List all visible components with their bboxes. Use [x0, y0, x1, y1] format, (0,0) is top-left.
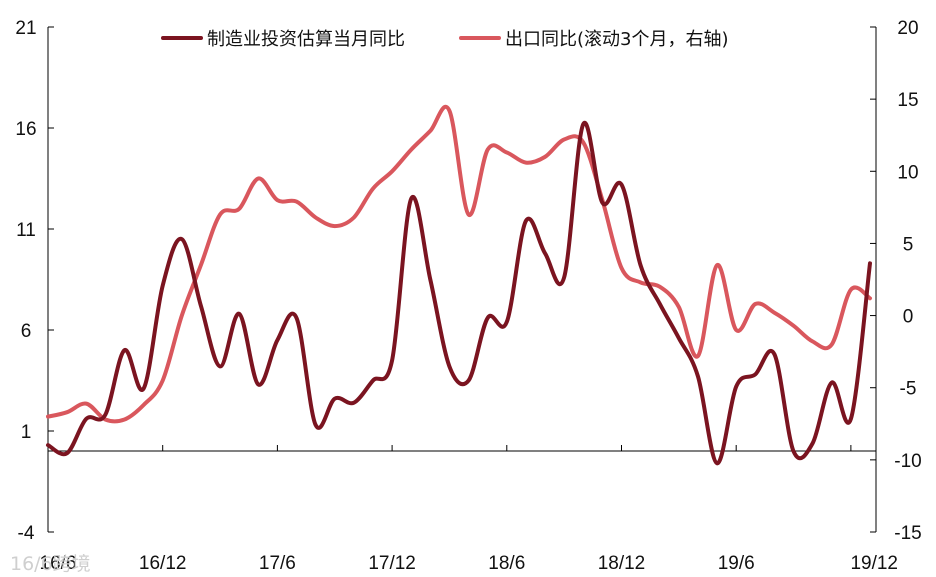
watermark-text: 16/6跨境 [10, 553, 91, 575]
legend-label-1: 制造业投资估算当月同比 [207, 29, 405, 50]
x-tick-label: 16/12 [139, 553, 187, 574]
x-tick-label: 17/12 [368, 553, 416, 574]
left-tick-label: 16 [15, 119, 36, 140]
x-tick-label: 19/6 [718, 553, 755, 574]
legend-label-2: 出口同比(滚动3个月，右轴) [505, 29, 729, 50]
x-tick-label: 18/6 [488, 553, 525, 574]
right-tick-label: -15 [894, 523, 921, 544]
watermark: 16/6跨境 [10, 553, 91, 575]
x-tick-label: 19/12 [850, 553, 898, 574]
right-tick-label: -5 [900, 379, 917, 400]
right-tick-label: 0 [903, 307, 914, 328]
right-tick-label: 5 [903, 234, 914, 255]
right-tick-label: 10 [897, 162, 918, 183]
left-tick-label: 21 [15, 18, 36, 39]
left-tick-label: 11 [16, 220, 36, 241]
left-tick-label: 1 [21, 422, 32, 443]
x-tick-label: 18/12 [598, 553, 646, 574]
right-tick-label: 20 [897, 18, 918, 39]
x-tick-label: 16/6 [40, 553, 77, 574]
right-tick-label: -10 [894, 451, 921, 472]
left-tick-label: -4 [18, 523, 35, 544]
series-lines [46, 105, 872, 466]
right-tick-label: 15 [897, 90, 918, 111]
axes: 21 16 11 6 1 -4 20 15 10 5 0 -5 -10 -15 16/6 16/12 17/6 1… [15, 18, 921, 574]
manufacturing-investment-line [46, 120, 872, 466]
left-tick-label: 6 [21, 321, 32, 342]
export-yoy-line [46, 105, 872, 424]
x-tick-label: 17/6 [259, 553, 296, 574]
legend: 制造业投资估算当月同比 出口同比(滚动3个月，右轴) [161, 29, 729, 50]
